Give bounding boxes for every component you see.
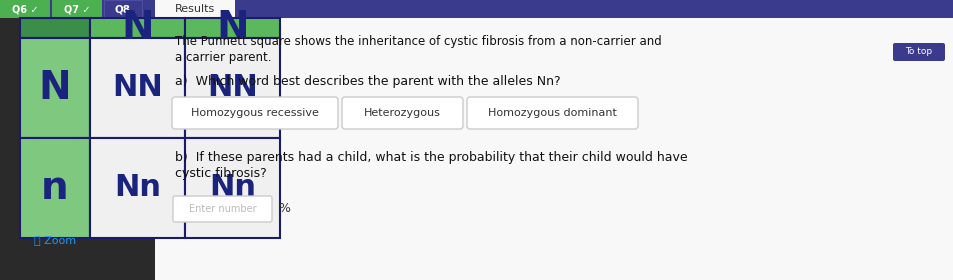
Text: n: n xyxy=(41,169,69,207)
FancyBboxPatch shape xyxy=(185,18,280,38)
FancyBboxPatch shape xyxy=(467,97,638,129)
FancyBboxPatch shape xyxy=(20,18,90,38)
FancyBboxPatch shape xyxy=(154,0,234,18)
FancyBboxPatch shape xyxy=(172,97,337,129)
FancyBboxPatch shape xyxy=(52,0,102,18)
Text: Results: Results xyxy=(174,4,214,14)
Text: Heterozygous: Heterozygous xyxy=(364,108,440,118)
FancyBboxPatch shape xyxy=(20,38,90,138)
FancyBboxPatch shape xyxy=(154,18,953,280)
FancyBboxPatch shape xyxy=(172,196,272,222)
FancyBboxPatch shape xyxy=(0,0,50,18)
Text: Nn: Nn xyxy=(113,174,161,202)
Text: Q6 ✓: Q6 ✓ xyxy=(11,4,38,14)
Text: Homozygous recessive: Homozygous recessive xyxy=(191,108,318,118)
FancyBboxPatch shape xyxy=(90,38,185,138)
Text: Nn: Nn xyxy=(209,174,255,202)
Text: To top: To top xyxy=(904,48,932,57)
Text: Q7 ✓: Q7 ✓ xyxy=(64,4,91,14)
Text: Q8: Q8 xyxy=(115,4,131,14)
Text: The Punnett square shows the inheritance of cystic fibrosis from a non-carrier a: The Punnett square shows the inheritance… xyxy=(174,36,661,48)
FancyBboxPatch shape xyxy=(185,138,280,238)
Text: a carrier parent.: a carrier parent. xyxy=(174,52,272,64)
Text: a)  Which word best describes the parent with the alleles Nn?: a) Which word best describes the parent … xyxy=(174,76,560,88)
FancyBboxPatch shape xyxy=(20,138,90,238)
FancyBboxPatch shape xyxy=(185,38,280,138)
Text: NN: NN xyxy=(207,74,257,102)
Text: N: N xyxy=(216,9,249,47)
Text: cystic fibrosis?: cystic fibrosis? xyxy=(174,167,267,179)
Text: NN: NN xyxy=(112,74,163,102)
FancyBboxPatch shape xyxy=(892,43,944,61)
Text: 🔍 Zoom: 🔍 Zoom xyxy=(34,235,76,245)
FancyBboxPatch shape xyxy=(104,0,142,24)
FancyBboxPatch shape xyxy=(90,18,185,38)
Text: %: % xyxy=(277,202,290,216)
Text: N: N xyxy=(121,9,153,47)
Text: Enter number: Enter number xyxy=(189,204,256,214)
FancyBboxPatch shape xyxy=(0,0,953,18)
FancyBboxPatch shape xyxy=(90,138,185,238)
Text: b)  If these parents had a child, what is the probability that their child would: b) If these parents had a child, what is… xyxy=(174,151,687,165)
FancyBboxPatch shape xyxy=(0,0,154,280)
FancyBboxPatch shape xyxy=(341,97,462,129)
Text: Homozygous dominant: Homozygous dominant xyxy=(488,108,617,118)
Text: N: N xyxy=(39,69,71,107)
